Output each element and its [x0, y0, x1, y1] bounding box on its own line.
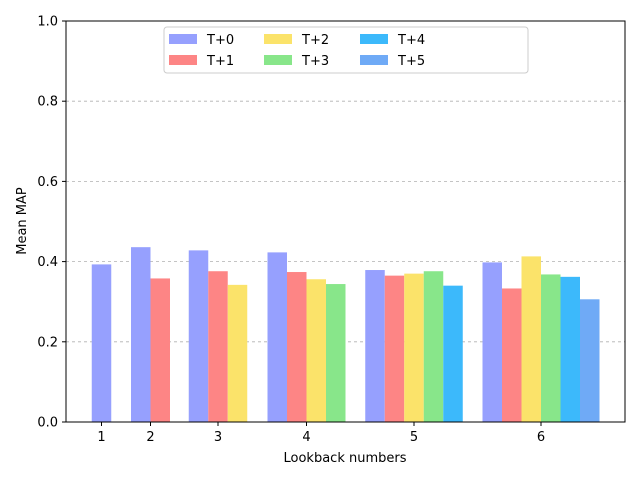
bar-1-T+0	[91, 264, 112, 422]
x-tick-label: 6	[537, 430, 545, 445]
bar-6-T+4	[560, 276, 580, 422]
x-tick-label: 3	[214, 430, 222, 445]
bar-6-T+3	[541, 274, 561, 422]
x-tick-label: 1	[97, 430, 105, 445]
x-tick-label: 5	[410, 430, 418, 445]
y-tick-label: 0.8	[37, 95, 58, 110]
legend-swatch	[169, 34, 197, 44]
legend-box	[163, 26, 529, 74]
legend-swatch	[264, 34, 292, 44]
x-tick-label: 2	[146, 430, 154, 445]
y-tick-label: 0.4	[37, 255, 58, 270]
bars	[91, 247, 600, 422]
legend-swatch	[264, 55, 292, 65]
bar-6-T+2	[521, 256, 541, 422]
legend-label: T+0	[206, 33, 234, 48]
y-tick-label: 1.0	[37, 15, 58, 30]
bar-4-T+0	[267, 252, 287, 422]
bar-6-T+5	[580, 299, 600, 422]
y-tick-label: 0.0	[37, 416, 58, 431]
plot-frame	[65, 20, 626, 423]
x-tick-label: 4	[302, 430, 310, 445]
x-axis-label: Lookback numbers	[284, 451, 407, 466]
legend-swatch	[360, 34, 388, 44]
bar-3-T+1	[208, 271, 228, 422]
bar-5-T+4	[443, 285, 463, 422]
bar-5-T+3	[423, 271, 444, 422]
bar-6-T+0	[482, 262, 502, 422]
bar-4-T+1	[287, 272, 307, 422]
bar-4-T+3	[326, 284, 346, 422]
bar-2-T+0	[131, 247, 151, 422]
legend-label: T+2	[301, 33, 329, 48]
y-axis-label: Mean MAP	[15, 187, 30, 255]
bar-2-T+1	[150, 278, 170, 422]
bar-6-T+1	[502, 288, 522, 422]
y-tick-label: 0.2	[37, 335, 58, 350]
y-axis: 0.0 0.2 0.4 0.6 0.8 1.0	[37, 15, 66, 431]
bar-5-T+2	[404, 273, 424, 422]
bar-4-T+2	[306, 279, 326, 422]
bar-3-T+2	[227, 284, 248, 422]
bar-3-T+0	[188, 250, 209, 422]
bar-5-T+1	[384, 275, 405, 422]
legend-label: T+1	[206, 54, 234, 69]
legend-label: T+4	[397, 33, 425, 48]
bar-5-T+0	[365, 270, 385, 422]
legend-label: T+3	[301, 54, 329, 69]
legend-label: T+5	[397, 54, 425, 69]
x-axis: 1 2 3 4 5 6	[97, 422, 545, 445]
y-tick-label: 0.6	[37, 175, 58, 190]
legend: T+0 T+1 T+2 T+3 T+4 T+5	[163, 26, 529, 74]
legend-swatch	[360, 55, 388, 65]
legend-swatch	[169, 55, 197, 65]
